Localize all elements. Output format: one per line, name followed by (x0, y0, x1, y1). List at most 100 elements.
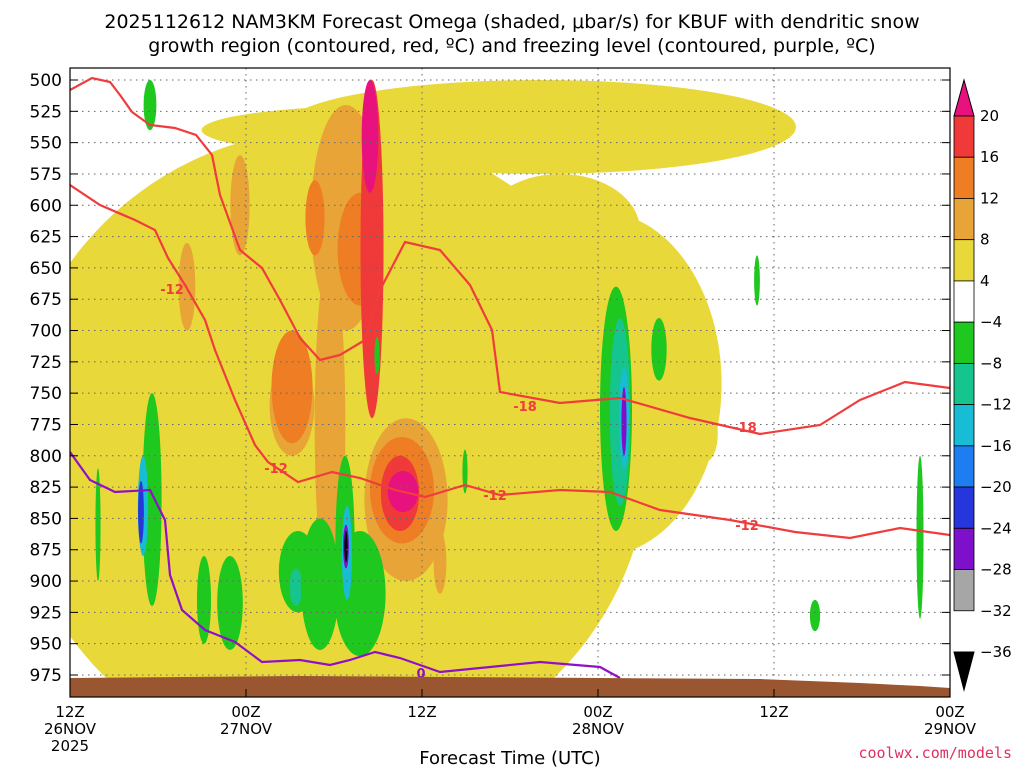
colorbar-segment-1 (953, 115, 975, 158)
omega-cell-54 (374, 336, 380, 375)
colorbar-label-5: 4 (980, 272, 990, 290)
dgz-contour-lower (70, 184, 950, 540)
y-axis: 500 525 550 575 600 625 650 675 700 725 750 775 800 8… (30, 71, 950, 686)
colorbar-label-2: 16 (980, 148, 999, 166)
omega-cell-55 (462, 449, 468, 494)
omega-cell-15 (647, 430, 673, 481)
colorbar-label-7: −8 (980, 354, 1002, 372)
colorbar-segment-9 (953, 445, 975, 488)
y-tick-label-675: 675 (30, 290, 62, 310)
omega-cell-8 (478, 211, 722, 556)
y-tick-label-800: 800 (30, 447, 62, 467)
omega-cell-28 (361, 80, 379, 193)
colorbar-segment-12 (953, 569, 975, 612)
colorbar-segment-7 (953, 362, 975, 406)
omega-cell-51 (143, 80, 157, 131)
colorbar-segment-8 (953, 404, 975, 447)
colorbar-segment-2 (953, 156, 975, 199)
colorbar-label-6: −4 (980, 313, 1002, 331)
omega-cell-21 (271, 330, 313, 444)
omega-cell-41 (300, 518, 340, 650)
dgz-label-6: -12 (735, 519, 759, 534)
colorbar-label-1: 20 (980, 107, 999, 125)
dgz-label-3: -18 (513, 400, 537, 415)
omega-cell-53 (95, 468, 101, 582)
y-tick-label-525: 525 (30, 102, 62, 122)
colorbar-label-14: −36 (980, 643, 1012, 661)
colorbar-label-3: 12 (980, 189, 999, 207)
x-tick-label-0-3: 2025 (51, 737, 89, 755)
y-tick-label-875: 875 (30, 541, 62, 561)
colorbar-arrow-top (953, 78, 975, 117)
y-tick-label-500: 500 (30, 71, 62, 91)
y-tick-label-925: 925 (30, 603, 62, 623)
y-tick-label-700: 700 (30, 322, 62, 342)
y-tick-label-975: 975 (30, 666, 62, 686)
colorbar-label-10: −20 (980, 478, 1012, 496)
site-credit[interactable]: coolwx.com/models (858, 744, 1012, 762)
x-tick-label-2-1: 12Z (407, 703, 436, 721)
y-tick-label-625: 625 (30, 228, 62, 248)
colorbar-label-9: −16 (980, 437, 1012, 455)
omega-cell-12 (226, 236, 284, 456)
x-tick-label-1-2: 27NOV (220, 720, 273, 738)
omega-cell-25 (305, 180, 325, 256)
colorbar: 20 16 12 8 4 −4 −8 −12 −16 −20 −24 −28 −32 −36 (953, 78, 1012, 692)
chart-title-line2: growth region (contoured, red, ºC) and f… (148, 35, 875, 57)
dgz-contour-upper (70, 76, 950, 436)
terrain (70, 676, 950, 697)
colorbar-segment-10 (953, 486, 975, 529)
colorbar-segment-5 (953, 280, 975, 323)
omega-cell-38 (344, 530, 348, 563)
omega-cell-31 (142, 393, 162, 607)
dgz-label-4: -12 (483, 489, 507, 504)
omega-cell-26 (433, 530, 447, 594)
x-tick-label-5-1: 00Z (935, 703, 964, 721)
y-tick-label-825: 825 (30, 478, 62, 498)
contours: -12 -12 -18 -12 -18 -12 0 (70, 76, 950, 682)
x-tick-label-3-1: 00Z (583, 703, 612, 721)
colorbar-segment-4 (953, 239, 975, 282)
dgz-label-1: -12 (160, 283, 184, 298)
x-tick-label-0-1: 12Z (55, 703, 84, 721)
y-tick-label-900: 900 (30, 572, 62, 592)
omega-cell-42 (217, 556, 243, 650)
y-tick-label-600: 600 (30, 196, 62, 216)
omega-cell-48 (651, 318, 667, 381)
colorbar-segment-3 (953, 198, 975, 241)
omega-cell-47 (621, 386, 627, 456)
plot-frame (69, 67, 951, 698)
y-tick-label-550: 550 (30, 134, 62, 154)
gridlines (70, 68, 950, 697)
plot-area: -12 -12 -18 -12 -18 -12 0 (70, 68, 950, 697)
chart-title-line1: 2025112612 NAM3KM Forecast Omega (shaded… (104, 11, 919, 33)
y-tick-label-650: 650 (30, 259, 62, 279)
dgz-label-2: -12 (264, 462, 288, 477)
omega-cell-23 (230, 155, 250, 256)
freezing-level-contour (70, 451, 621, 679)
x-tick-label-0-2: 26NOV (44, 720, 97, 738)
y-tick-label-725: 725 (30, 353, 62, 373)
y-tick-label-850: 850 (30, 509, 62, 529)
colorbar-segment-11 (953, 527, 975, 570)
x-tick-label-3-2: 28NOV (572, 720, 625, 738)
omega-cell-49 (809, 599, 821, 632)
y-tick-label-775: 775 (30, 415, 62, 435)
colorbar-label-11: −24 (980, 519, 1012, 537)
x-tick-label-4-1: 12Z (759, 703, 788, 721)
colorbar-label-4: 8 (980, 231, 990, 249)
y-tick-label-950: 950 (30, 635, 62, 655)
omega-cell-33 (138, 480, 144, 544)
omega-cell-50 (916, 455, 924, 619)
freezing-label-1: 0 (416, 667, 425, 682)
omega-cell-43 (196, 556, 212, 644)
omega-cell-40 (289, 568, 303, 607)
omega-cell-14 (692, 405, 718, 463)
omega-cell-11 (284, 80, 796, 174)
omega-shading (70, 80, 924, 697)
colorbar-arrow-bottom (953, 651, 975, 692)
x-axis-label: Forecast Time (UTC) (419, 748, 600, 768)
x-tick-label-1-1: 00Z (231, 703, 260, 721)
